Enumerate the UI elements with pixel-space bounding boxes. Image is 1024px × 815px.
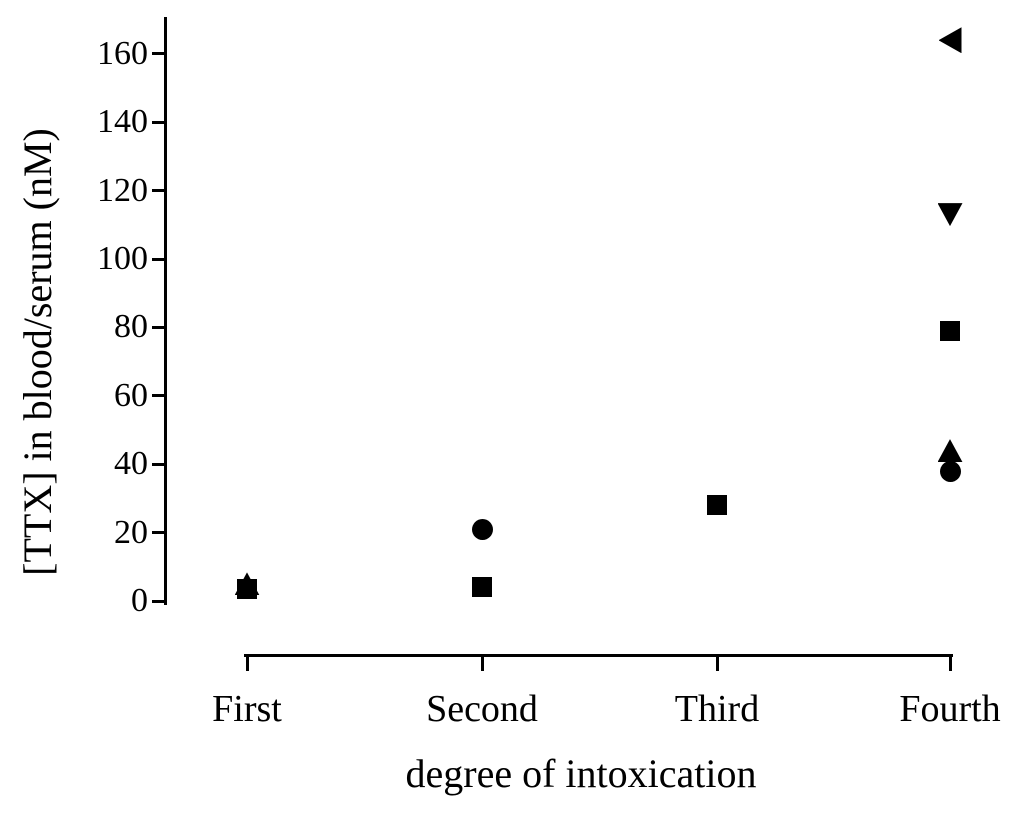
y-tick: [152, 257, 166, 261]
y-tick-label: 60: [114, 376, 148, 414]
x-axis-line: [244, 654, 953, 657]
data-point-triangle-up: [937, 439, 963, 463]
x-tick: [245, 654, 249, 671]
data-point-square: [940, 320, 960, 341]
y-tick: [152, 189, 166, 193]
y-tick-label: 40: [114, 445, 148, 483]
y-tick: [152, 531, 166, 535]
data-point-square: [707, 495, 727, 516]
y-tick-label: 0: [131, 582, 148, 619]
y-tick-label: 140: [97, 103, 148, 141]
data-point-circle: [471, 518, 493, 540]
x-tick: [948, 654, 952, 671]
x-category-label-first: First: [212, 688, 282, 730]
y-tick: [152, 394, 166, 398]
x-category-label-second: Second: [426, 688, 538, 730]
x-category-label-fourth: Fourth: [899, 688, 1001, 730]
x-category-label-third: Third: [674, 688, 760, 730]
data-point-triangle-down: [937, 203, 963, 227]
y-tick: [152, 462, 166, 466]
y-tick: [152, 120, 166, 124]
y-tick-label: 80: [114, 308, 148, 346]
data-point-circle: [939, 460, 961, 482]
y-tick: [152, 325, 166, 329]
y-tick: [152, 52, 166, 56]
y-tick-label: 160: [97, 34, 148, 72]
x-tick: [480, 654, 484, 671]
x-axis-title: degree of intoxication: [405, 751, 757, 796]
y-tick: [152, 599, 166, 603]
y-tick-label: 100: [97, 240, 148, 278]
y-tick-label: 120: [97, 171, 148, 209]
data-point-square: [472, 577, 492, 598]
x-tick: [715, 654, 719, 671]
y-axis-line: [164, 17, 167, 605]
data-point-triangle-left: [938, 27, 962, 54]
y-tick-label: 20: [114, 513, 148, 551]
data-point-square: [237, 579, 257, 600]
